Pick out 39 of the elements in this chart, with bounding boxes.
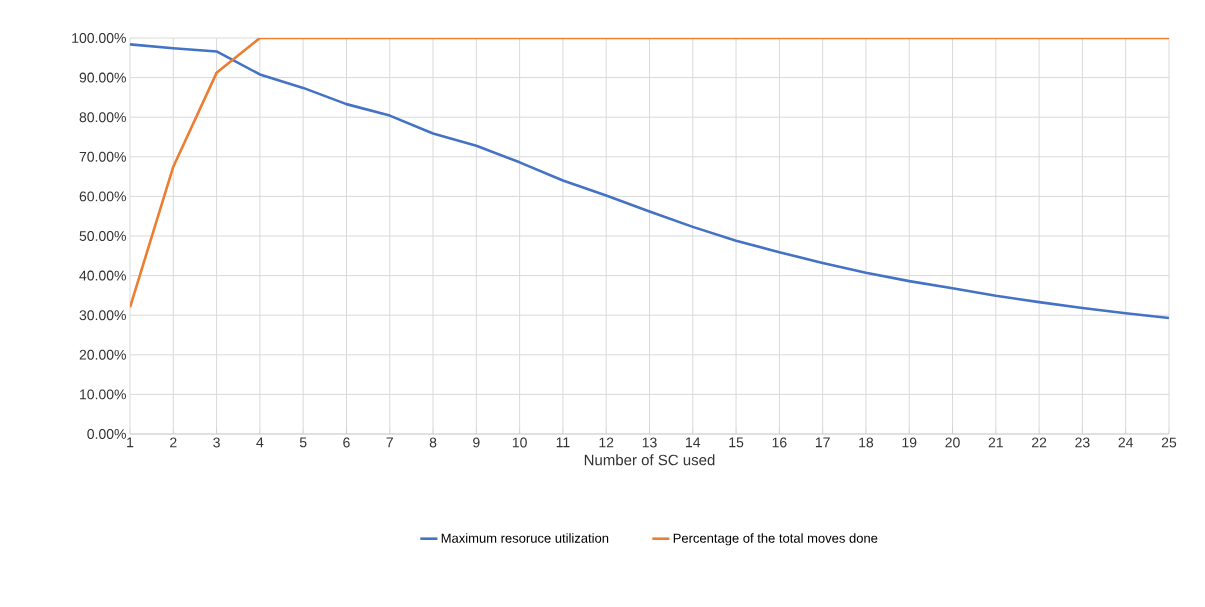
- x-tick-label: 25: [1161, 437, 1177, 448]
- x-axis-title: Number of SC used: [584, 454, 715, 466]
- x-tick-label: 13: [642, 437, 657, 448]
- x-tick-label: 14: [686, 437, 701, 448]
- x-tick-label: 5: [299, 437, 307, 448]
- y-tick-label: 30.00%: [79, 310, 126, 321]
- y-tick-label: 40.00%: [79, 270, 126, 281]
- y-tick-label: 100.00%: [72, 33, 126, 43]
- x-tick-label: 17: [815, 437, 830, 448]
- x-tick-label: 3: [213, 437, 220, 448]
- y-tick-label: 20.00%: [79, 349, 126, 360]
- x-tick-label: 23: [1075, 437, 1090, 448]
- x-tick-label: 20: [945, 437, 960, 448]
- x-tick-label: 22: [1032, 437, 1047, 448]
- y-tick-label: 90.00%: [79, 72, 126, 83]
- legend-label: Percentage of the total moves done: [673, 533, 878, 546]
- y-tick-label: 70.00%: [79, 151, 126, 162]
- x-tick-label: 6: [343, 437, 350, 448]
- x-tick-label: 16: [772, 437, 787, 448]
- legend-label: Maximum resoruce utilization: [441, 533, 609, 543]
- x-tick-label: 4: [256, 437, 264, 448]
- y-tick-label: 10.00%: [80, 389, 126, 400]
- x-tick-label: 2: [170, 437, 177, 448]
- x-tick-label: 18: [859, 437, 874, 448]
- x-tick-label: 7: [386, 437, 393, 448]
- x-tick-label: 1: [127, 437, 134, 448]
- y-tick-label: 60.00%: [79, 191, 126, 202]
- y-tick-label: 50.00%: [79, 231, 126, 241]
- x-tick-label: 11: [556, 437, 570, 448]
- y-tick-label: 0.00%: [87, 429, 126, 439]
- x-tick-label: 15: [729, 437, 744, 448]
- x-tick-label: 24: [1118, 437, 1134, 448]
- x-tick-label: 12: [599, 437, 614, 448]
- x-tick-label: 9: [473, 437, 480, 448]
- x-tick-label: 8: [429, 437, 437, 448]
- x-tick-label: 21: [988, 437, 1003, 448]
- y-tick-label: 80.00%: [79, 112, 126, 123]
- x-tick-label: 19: [902, 437, 917, 448]
- x-tick-label: 10: [512, 437, 527, 448]
